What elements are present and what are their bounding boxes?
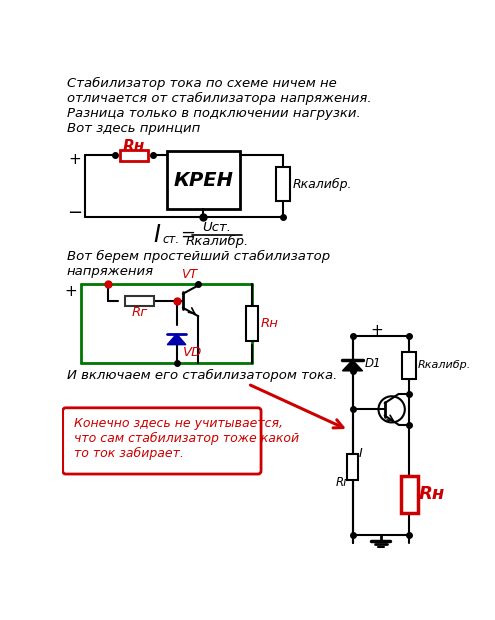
Text: Rг: Rг — [336, 476, 349, 489]
Bar — [246, 306, 258, 341]
Text: D1: D1 — [365, 356, 382, 370]
Text: Rкалибр.: Rкалибр. — [185, 235, 248, 248]
Polygon shape — [167, 334, 186, 345]
FancyBboxPatch shape — [63, 408, 261, 474]
Text: Вот берем простейший стабилизатор
напряжения: Вот берем простейший стабилизатор напряж… — [66, 250, 330, 278]
Text: ст.: ст. — [163, 232, 180, 246]
Text: +: + — [65, 284, 78, 299]
Text: И включаем его стабилизатором тока.: И включаем его стабилизатором тока. — [66, 370, 337, 383]
Text: Конечно здесь не учитывается,
что сам стабилизатор тоже какой
то ток забирает.: Конечно здесь не учитывается, что сам ст… — [73, 417, 298, 460]
Text: I: I — [359, 447, 362, 460]
Bar — [120, 150, 148, 161]
Bar — [346, 454, 358, 480]
Text: VD: VD — [183, 346, 202, 359]
Text: Rн: Rн — [418, 485, 445, 503]
Text: КРЕН: КРЕН — [173, 170, 233, 190]
Text: Rкалибр.: Rкалибр. — [293, 177, 352, 191]
Text: VT: VT — [181, 268, 197, 281]
Text: Rкалибр.: Rкалибр. — [418, 360, 471, 371]
Bar — [166, 151, 240, 209]
Text: Rн: Rн — [123, 138, 145, 154]
Text: +: + — [68, 152, 81, 167]
Text: −: − — [67, 204, 82, 222]
Polygon shape — [343, 360, 362, 371]
Text: Rн: Rн — [260, 317, 278, 330]
Bar — [125, 296, 154, 306]
Text: Uст.: Uст. — [202, 221, 231, 234]
Bar — [402, 352, 416, 379]
Text: Стабилизатор тока по схеме ничем не
отличается от стабилизатора напряжения.
Разн: Стабилизатор тока по схеме ничем не отли… — [66, 77, 371, 135]
Text: +: + — [371, 322, 383, 337]
Bar — [400, 476, 418, 513]
Text: Rг: Rг — [131, 306, 148, 319]
Text: =: = — [180, 226, 195, 244]
Text: I: I — [153, 223, 160, 247]
Bar — [276, 167, 290, 202]
